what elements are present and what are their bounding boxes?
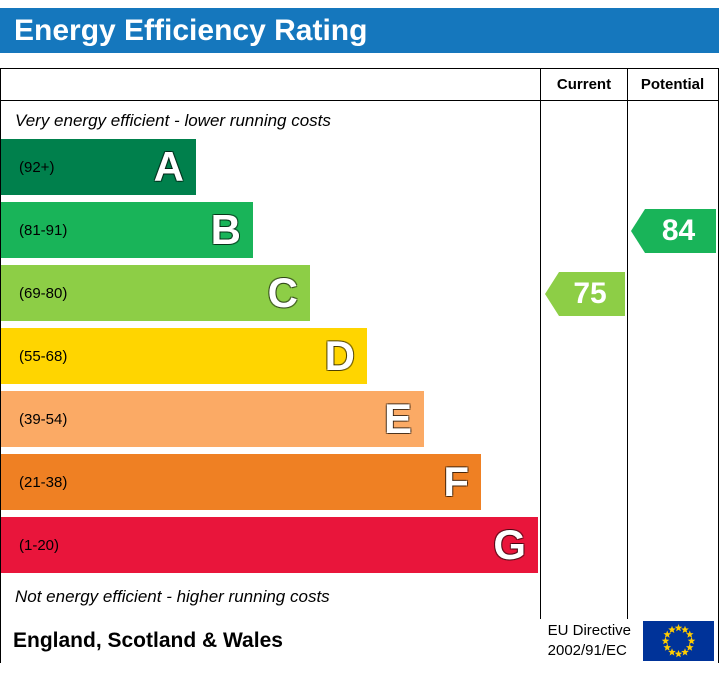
eu-directive-label: EU Directive 2002/91/EC [548, 621, 631, 662]
page-title: Energy Efficiency Rating [14, 14, 368, 47]
band-range-label: (21-38) [19, 473, 68, 491]
potential-column-header: Potential [640, 76, 705, 93]
band-row-b: (81-91) B [1, 202, 253, 258]
potential-rating-pointer: 84 [631, 209, 716, 253]
band-letter: D [324, 332, 355, 379]
eu-flag-icon [643, 621, 714, 661]
rating-table: Current Potential Very energy efficient … [0, 68, 719, 663]
current-rating-value: 75 [573, 277, 607, 310]
current-column-header: Current [556, 76, 612, 93]
footer-row: England, Scotland & Wales EU Directive 2… [1, 619, 718, 663]
rating-bands: (92+) A (81-91) B (69-80) C (55-68) D (39-54) E (2… [1, 139, 539, 580]
potential-column-divider [627, 69, 628, 619]
band-letter: A [153, 143, 184, 190]
band-row-g: (1-20) G [1, 517, 538, 573]
band-letter: B [210, 206, 241, 253]
bottom-note: Not energy efficient - higher running co… [15, 587, 330, 606]
band-range-label: (39-54) [19, 410, 68, 428]
band-letter: E [383, 395, 412, 442]
band-row-e: (39-54) E [1, 391, 424, 447]
band-row-f: (21-38) F [1, 454, 481, 510]
current-column-divider [540, 69, 541, 619]
band-letter: F [443, 458, 469, 505]
band-letter: G [493, 521, 526, 568]
eu-directive-line2: 2002/91/EC [547, 642, 627, 659]
band-row-d: (55-68) D [1, 328, 367, 384]
column-header-row [1, 69, 718, 101]
band-range-label: (69-80) [19, 284, 68, 302]
region-label: England, Scotland & Wales [13, 629, 283, 652]
band-row-a: (92+) A [1, 139, 196, 195]
band-range-label: (81-91) [19, 221, 68, 239]
band-letter: C [267, 269, 298, 316]
potential-rating-value: 84 [661, 214, 696, 247]
band-range-label: (55-68) [19, 347, 68, 365]
band-range-label: (92+) [19, 158, 55, 176]
band-row-c: (69-80) C [1, 265, 310, 321]
title-bar: Energy Efficiency Rating [0, 8, 719, 53]
current-rating-pointer: 75 [545, 272, 625, 316]
eu-directive-line1: EU Directive [547, 621, 631, 639]
top-note: Very energy efficient - lower running co… [15, 111, 331, 130]
band-range-label: (1-20) [19, 536, 60, 554]
